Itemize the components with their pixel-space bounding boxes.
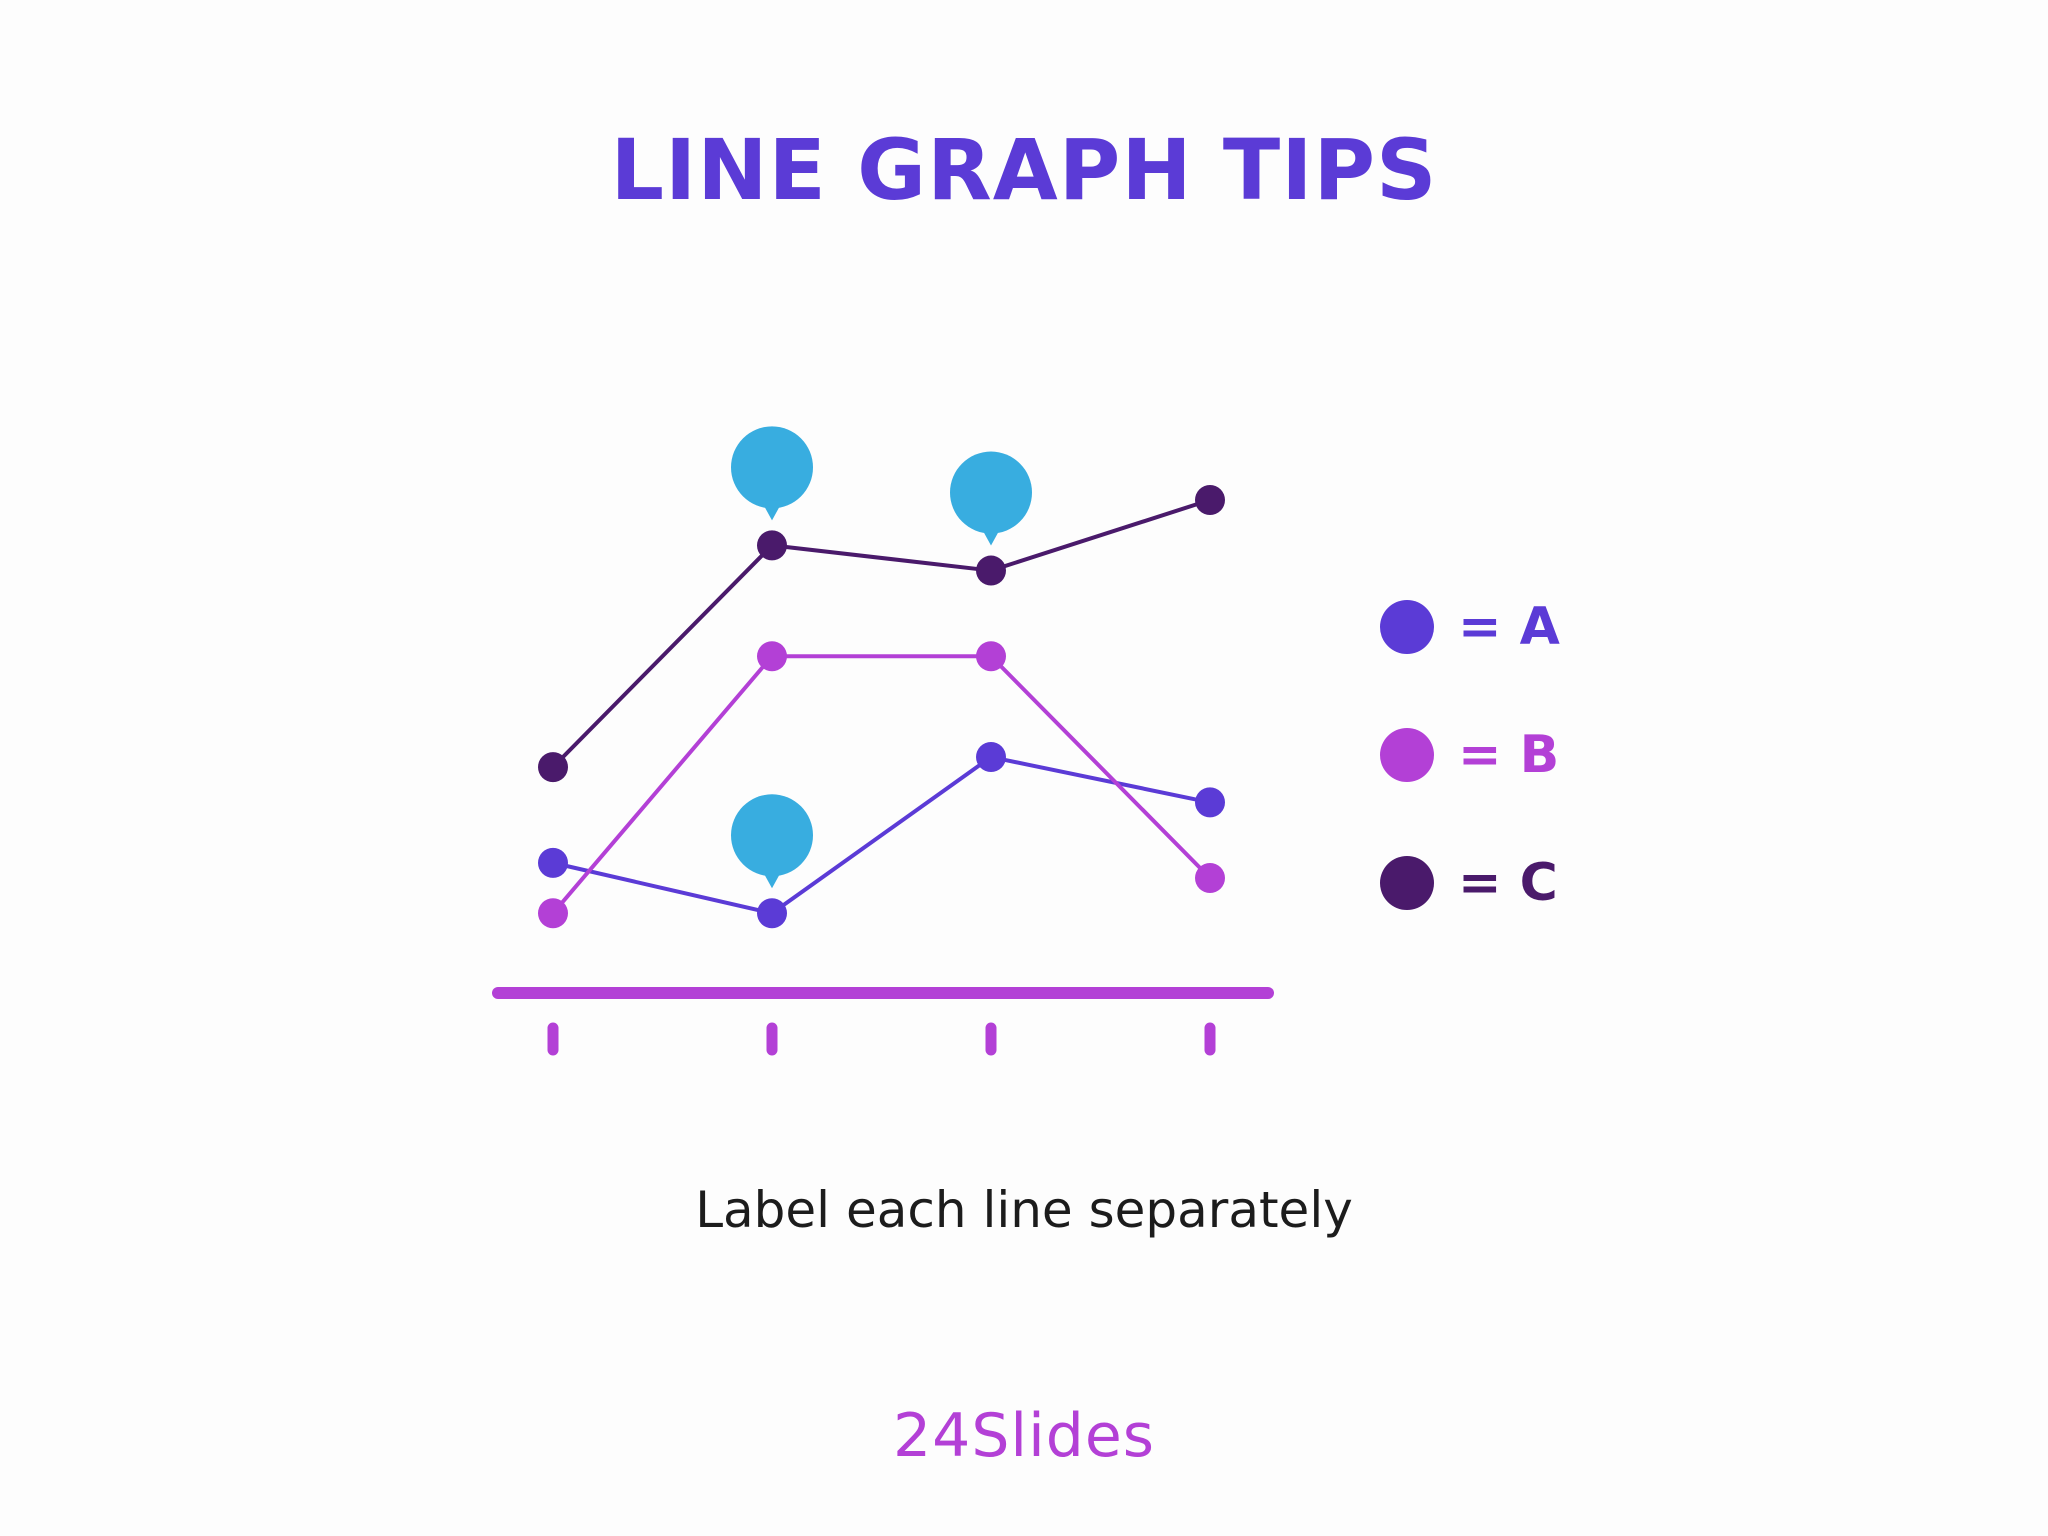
point-b-2 <box>757 641 787 672</box>
point-c-1 <box>538 752 568 783</box>
point-b-3 <box>976 641 1006 672</box>
point-b-4 <box>1195 863 1225 893</box>
callout-marker-3 <box>731 794 813 889</box>
legend-label-c: = C <box>1458 853 1558 913</box>
legend-swatch-b <box>1380 728 1434 782</box>
legend-item-c: = C <box>1380 852 1620 913</box>
point-a-1 <box>538 847 568 878</box>
legend-swatch-a <box>1380 600 1434 654</box>
series-line-b <box>551 654 1212 915</box>
point-a-2 <box>757 898 787 929</box>
legend-swatch-c <box>1380 856 1434 910</box>
legend-item-a: = A <box>1380 596 1620 657</box>
callout-marker-2 <box>950 451 1032 546</box>
caption: Label each line separately <box>695 1181 1353 1239</box>
legend-label-b: = B <box>1458 725 1560 785</box>
legend-label-a: = A <box>1458 597 1560 657</box>
legend-item-b: = B <box>1380 724 1620 785</box>
point-a-4 <box>1195 787 1225 818</box>
point-a-3 <box>976 742 1006 773</box>
series-line-c <box>551 498 1211 769</box>
callout-marker-1 <box>731 426 813 521</box>
chart-title: LINE GRAPH TIPS <box>610 121 1438 219</box>
point-c-4 <box>1195 485 1225 515</box>
point-b-1 <box>538 898 568 929</box>
series-line-a <box>552 755 1211 916</box>
point-c-3 <box>976 555 1006 586</box>
point-c-2 <box>757 530 787 561</box>
brand-logo: 24Slides <box>892 1401 1156 1471</box>
